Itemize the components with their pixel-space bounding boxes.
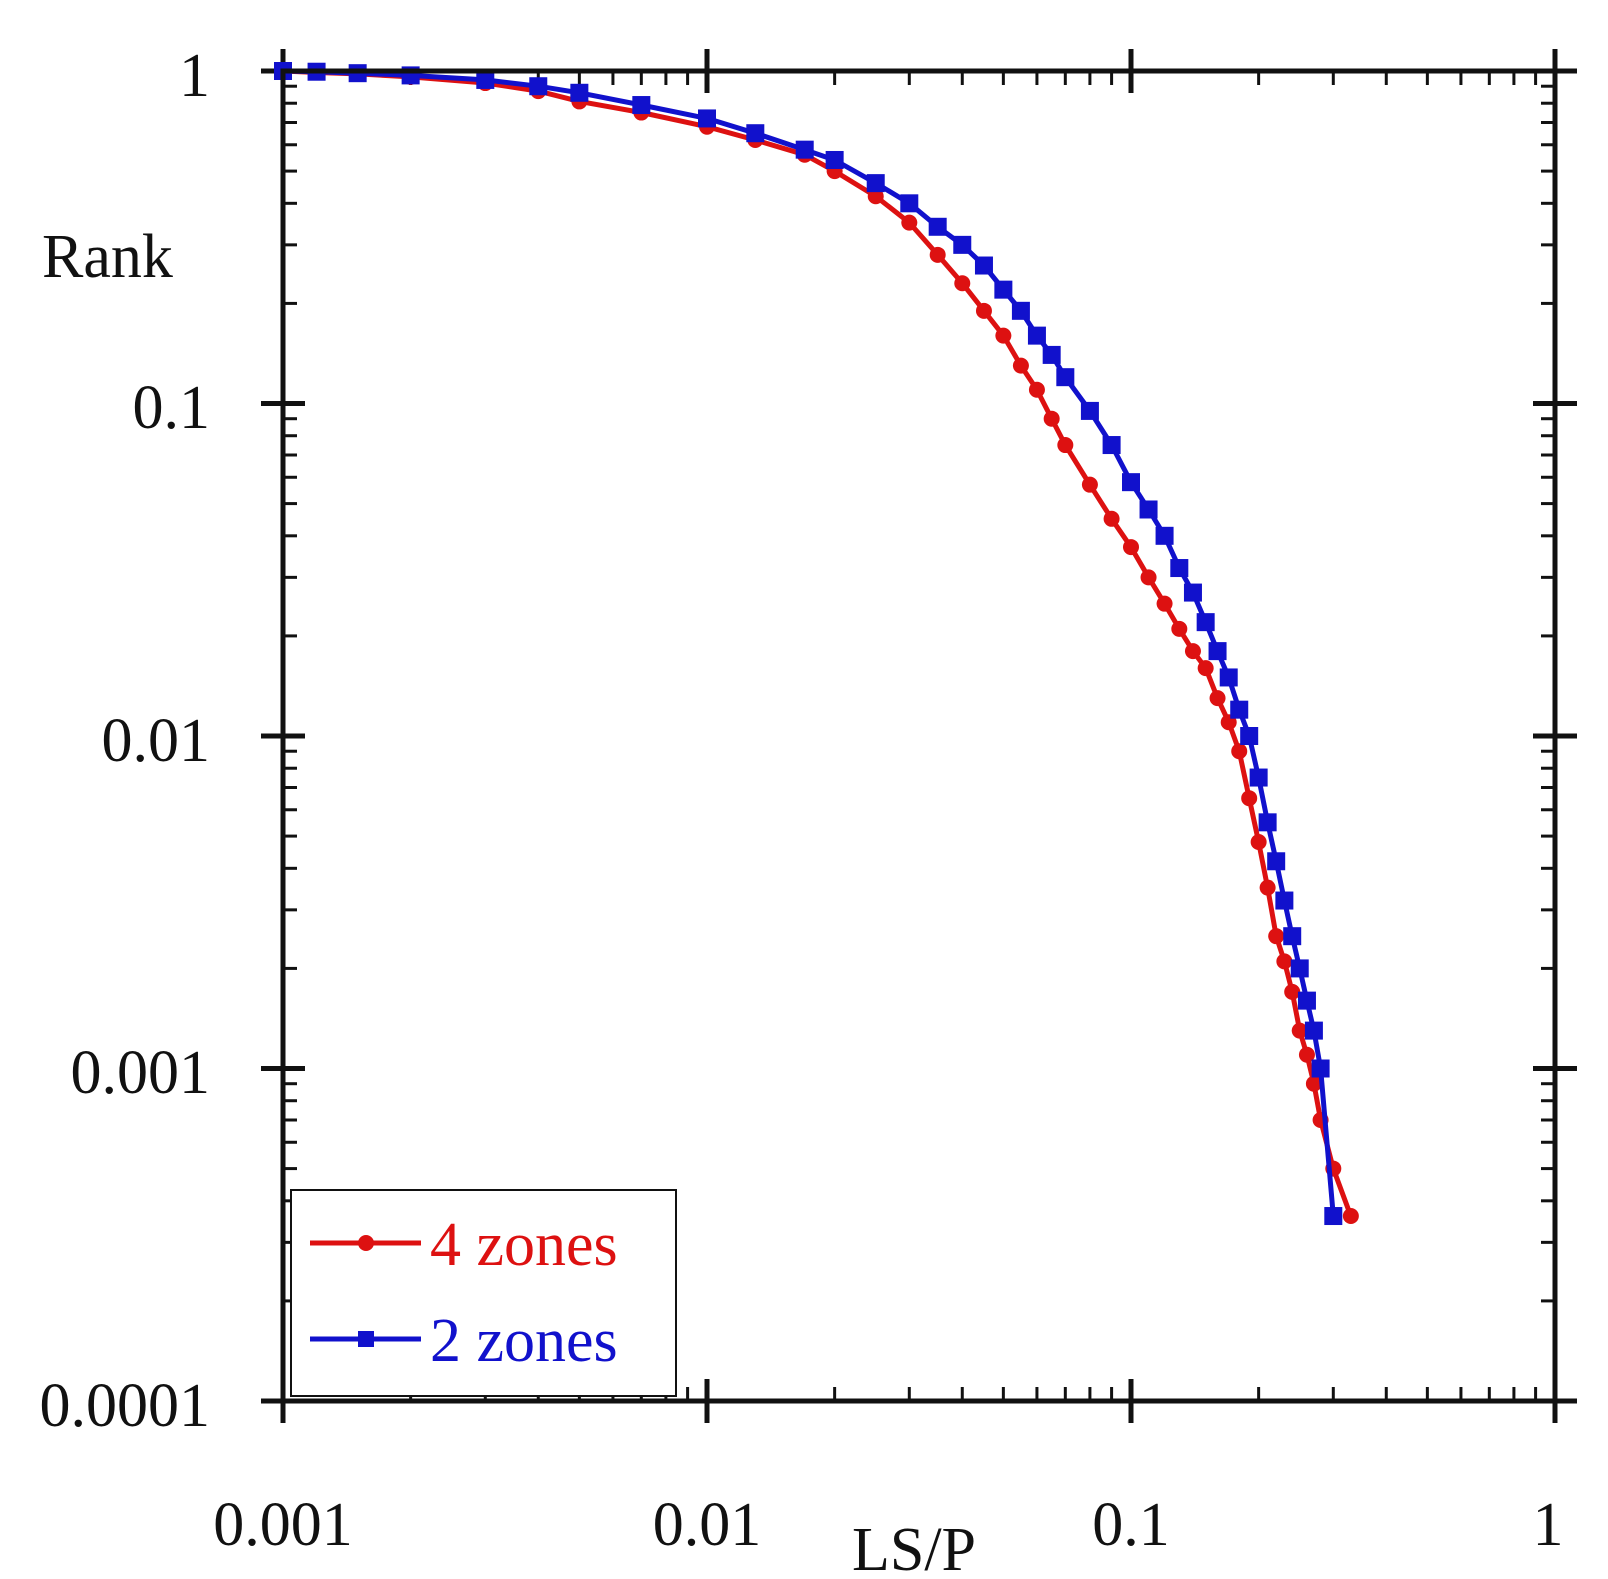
data-point-2-zones xyxy=(953,235,972,254)
data-point-2-zones xyxy=(825,150,844,169)
data-point-2-zones xyxy=(1275,891,1294,910)
data-point-2-zones xyxy=(529,77,548,96)
data-point-4-zones xyxy=(1241,790,1258,807)
legend-marker-2-zones xyxy=(358,1331,374,1347)
data-point-4-zones xyxy=(1028,381,1045,398)
data-point-4-zones xyxy=(1250,833,1267,850)
data-point-4-zones xyxy=(1284,983,1301,1000)
x-tick-label: 0.1 xyxy=(1092,1491,1170,1559)
legend-label-4-zones: 4 zones xyxy=(430,1211,618,1279)
legend-marker-4-zones xyxy=(358,1235,374,1251)
y-tick-label: 0.1 xyxy=(133,374,211,442)
data-point-4-zones xyxy=(954,275,971,292)
data-point-2-zones xyxy=(994,280,1013,299)
data-point-2-zones xyxy=(1219,668,1238,687)
data-point-4-zones xyxy=(1209,690,1226,707)
y-tick-label: 0.01 xyxy=(102,707,211,775)
data-point-2-zones xyxy=(1139,500,1158,519)
y-tick-labels: 1 0.1 0.01 0.001 0.0001 xyxy=(40,42,211,1440)
data-point-4-zones xyxy=(1298,1046,1315,1063)
x-tick-label: 0.001 xyxy=(213,1491,353,1559)
legend: 4 zones 2 zones xyxy=(290,1189,677,1397)
y-tick-label: 1 xyxy=(179,42,210,110)
data-point-2-zones xyxy=(698,109,716,128)
data-point-4-zones xyxy=(1291,1022,1308,1039)
legend-box xyxy=(290,1189,677,1397)
data-point-2-zones xyxy=(1011,301,1030,320)
data-point-2-zones xyxy=(1042,345,1061,364)
data-point-2-zones xyxy=(795,140,814,159)
data-point-4-zones xyxy=(1197,660,1214,677)
series-4-zones xyxy=(275,63,1359,1225)
data-point-2-zones xyxy=(476,70,495,89)
data-point-2-zones xyxy=(1080,401,1099,420)
data-point-2-zones xyxy=(900,194,919,213)
data-point-4-zones xyxy=(1276,953,1293,970)
data-point-4-zones xyxy=(1184,643,1201,660)
data-point-4-zones xyxy=(1057,437,1074,454)
data-point-4-zones xyxy=(1043,410,1060,427)
data-point-4-zones xyxy=(1012,357,1029,374)
data-point-2-zones xyxy=(928,217,947,236)
data-point-4-zones xyxy=(1156,595,1173,612)
data-point-4-zones xyxy=(995,327,1012,344)
data-point-2-zones xyxy=(1208,642,1227,661)
data-point-2-zones xyxy=(1283,927,1302,946)
data-point-2-zones xyxy=(1304,1021,1323,1040)
data-point-2-zones xyxy=(1196,613,1215,632)
data-point-2-zones xyxy=(1056,368,1075,387)
data-point-4-zones xyxy=(1140,569,1157,586)
y-axis-title: Rank xyxy=(42,223,173,291)
data-point-4-zones xyxy=(929,246,946,263)
data-point-4-zones xyxy=(1171,620,1188,637)
data-point-4-zones xyxy=(1305,1075,1322,1092)
data-point-2-zones xyxy=(866,174,885,193)
data-point-2-zones xyxy=(1230,700,1249,719)
data-point-4-zones xyxy=(1342,1208,1359,1225)
series-line-2-zones xyxy=(282,68,1336,1217)
data-point-2-zones xyxy=(1290,959,1309,978)
data-point-2-zones xyxy=(1183,583,1202,602)
series-2-zones xyxy=(274,62,1343,1226)
x-tick-label: 1 xyxy=(1533,1491,1564,1559)
x-tick-labels: 0.001 0.01 0.1 1 xyxy=(213,1491,1563,1559)
legend-label-2-zones: 2 zones xyxy=(430,1307,618,1375)
plot-frame xyxy=(280,68,1558,1404)
data-point-2-zones xyxy=(1027,326,1046,345)
data-point-4-zones xyxy=(1259,879,1276,896)
data-point-2-zones xyxy=(1311,1059,1330,1078)
data-point-4-zones xyxy=(1081,476,1098,493)
data-point-4-zones xyxy=(1123,539,1139,556)
data-point-2-zones xyxy=(1122,473,1140,492)
data-point-4-zones xyxy=(901,214,918,231)
y-tick-label: 0.001 xyxy=(71,1039,211,1107)
data-point-4-zones xyxy=(975,302,992,319)
data-point-4-zones xyxy=(1231,743,1248,760)
data-point-4-zones xyxy=(1103,510,1120,527)
x-axis-title: LS/P xyxy=(852,1516,976,1579)
data-point-2-zones xyxy=(974,256,993,275)
data-point-2-zones xyxy=(1240,727,1259,745)
y-tick-label: 0.0001 xyxy=(40,1372,211,1440)
x-tick-label: 0.01 xyxy=(653,1491,762,1559)
data-point-2-zones xyxy=(632,96,651,115)
data-point-4-zones xyxy=(1268,928,1285,945)
data-point-2-zones xyxy=(570,83,589,102)
data-point-2-zones xyxy=(1155,526,1174,545)
data-point-2-zones xyxy=(746,124,765,143)
data-point-4-zones xyxy=(867,188,884,205)
data-point-2-zones xyxy=(1249,768,1268,787)
data-point-2-zones xyxy=(1267,852,1286,871)
data-point-2-zones xyxy=(1258,813,1277,832)
data-point-2-zones xyxy=(1102,436,1121,455)
data-point-2-zones xyxy=(1170,559,1189,578)
data-point-2-zones xyxy=(1297,991,1316,1010)
data-point-2-zones xyxy=(1324,1207,1343,1226)
